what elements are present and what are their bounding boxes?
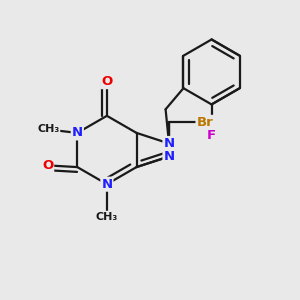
Text: F: F [207, 129, 216, 142]
Text: CH₃: CH₃ [37, 124, 59, 134]
Text: N: N [101, 178, 112, 191]
Text: N: N [72, 126, 83, 140]
Text: Br: Br [196, 116, 213, 129]
Text: CH₃: CH₃ [96, 212, 118, 222]
Text: O: O [101, 75, 112, 88]
Text: N: N [164, 137, 175, 150]
Text: N: N [164, 150, 175, 163]
Text: O: O [42, 159, 53, 172]
